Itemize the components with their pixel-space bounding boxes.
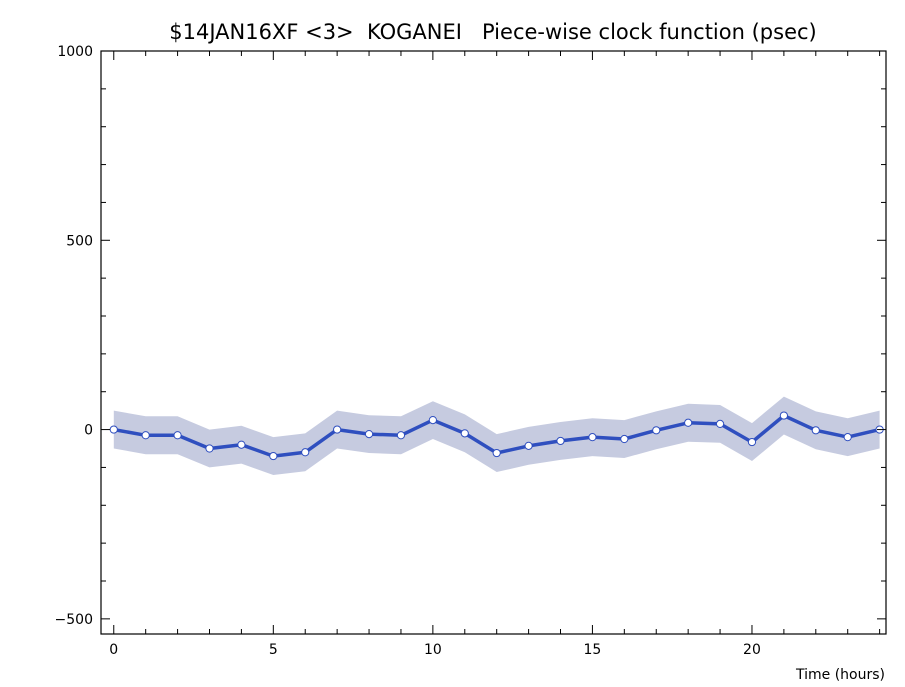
y-tick-label: −500: [55, 612, 93, 628]
data-point: [173, 431, 182, 440]
data-point: [109, 425, 118, 434]
data-point: [779, 411, 788, 420]
x-tick-label: 0: [109, 642, 118, 658]
x-tick-label: 20: [743, 642, 761, 658]
data-point: [811, 426, 820, 435]
y-tick-label: 500: [66, 233, 93, 249]
x-tick-label: 5: [269, 642, 278, 658]
data-point: [269, 451, 278, 461]
data-point: [652, 426, 661, 435]
data-point: [747, 437, 757, 447]
data-point: [524, 441, 533, 450]
data-point: [492, 448, 501, 458]
data-point: [333, 425, 342, 434]
data-point: [460, 429, 469, 438]
data-point: [684, 418, 693, 427]
chart-title: $14JAN16XF <3> KOGANEI Piece-wise clock …: [169, 20, 816, 44]
data-point-layer: [109, 411, 884, 461]
x-axis-label: Time (hours): [795, 667, 885, 683]
plot-frame: [100, 50, 887, 635]
data-point: [141, 431, 150, 440]
data-point: [428, 416, 437, 425]
data-point: [620, 434, 629, 444]
y-tick-label: 1000: [57, 44, 93, 60]
x-tick-label: 15: [584, 642, 602, 658]
data-point: [205, 444, 214, 453]
data-point: [396, 431, 406, 440]
uncertainty-band-layer: [113, 396, 880, 475]
x-tick-label: 10: [424, 642, 442, 658]
data-point: [715, 419, 725, 428]
data-point: [237, 440, 246, 449]
data-point: [843, 433, 852, 442]
data-point: [301, 448, 310, 457]
data-point: [364, 430, 374, 439]
data-point: [556, 436, 565, 446]
axes: 0 5 10 15 20 1000 500 0 −500: [55, 44, 887, 658]
data-point: [588, 433, 597, 442]
y-tick-label: 0: [84, 423, 93, 439]
uncertainty-band: [113, 396, 880, 475]
